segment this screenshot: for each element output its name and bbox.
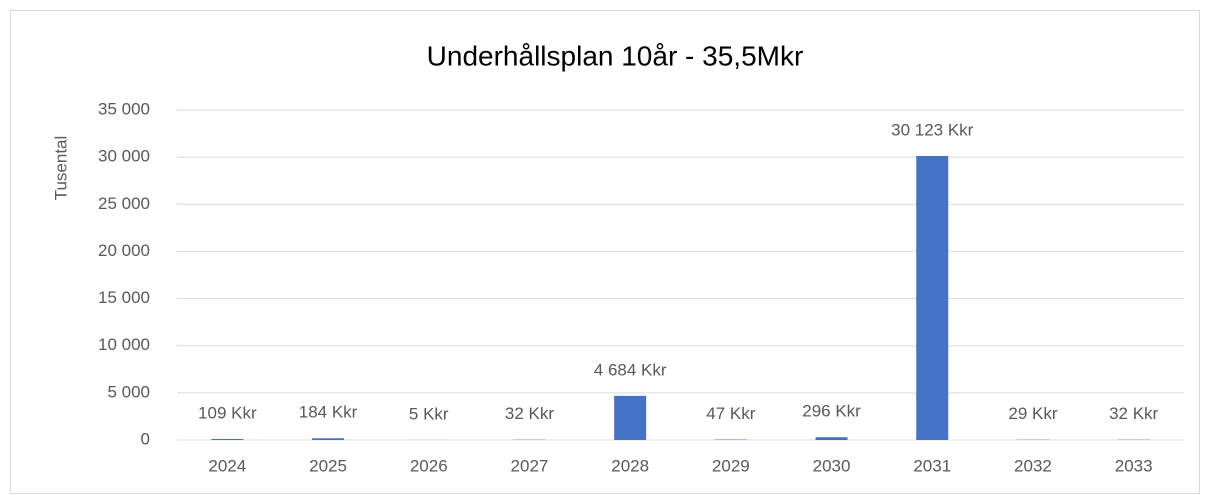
data-label: 30 123 Kkr <box>891 120 974 139</box>
data-label: 296 Kkr <box>802 402 861 421</box>
bar <box>916 155 949 440</box>
chart-title: Underhållsplan 10år - 35,5Mkr <box>427 40 804 71</box>
y-tick-label: 20 000 <box>98 241 150 260</box>
x-tick-label: 2030 <box>813 456 851 475</box>
x-tick-label: 2027 <box>511 456 549 475</box>
data-label: 29 Kkr <box>1008 404 1057 423</box>
data-label: 32 Kkr <box>505 404 554 423</box>
y-tick-label: 0 <box>141 429 150 448</box>
y-tick-label: 10 000 <box>98 335 150 354</box>
data-label: 5 Kkr <box>409 404 449 423</box>
bar <box>815 437 848 440</box>
data-label: 4 684 Kkr <box>594 360 667 379</box>
y-tick-label: 35 000 <box>98 99 150 118</box>
y-axis-title: Tusental <box>51 136 70 201</box>
bar <box>312 438 345 440</box>
x-tick-label: 2028 <box>611 456 649 475</box>
bar <box>614 395 647 440</box>
x-tick-label: 2025 <box>309 456 347 475</box>
x-tick-label: 2026 <box>410 456 448 475</box>
y-tick-label: 30 000 <box>98 147 150 166</box>
data-label: 184 Kkr <box>299 403 358 422</box>
data-label: 109 Kkr <box>198 403 257 422</box>
x-tick-label: 2033 <box>1115 456 1153 475</box>
x-tick-label: 2029 <box>712 456 750 475</box>
x-tick-label: 2032 <box>1014 456 1052 475</box>
y-tick-label: 25 000 <box>98 194 150 213</box>
y-tick-label: 15 000 <box>98 288 150 307</box>
data-label: 32 Kkr <box>1109 404 1158 423</box>
bar <box>211 438 244 440</box>
x-tick-label: 2024 <box>208 456 246 475</box>
chart-frame <box>10 10 1200 494</box>
data-label: 47 Kkr <box>706 404 755 423</box>
x-tick-label: 2031 <box>913 456 951 475</box>
y-tick-label: 5 000 <box>107 382 150 401</box>
